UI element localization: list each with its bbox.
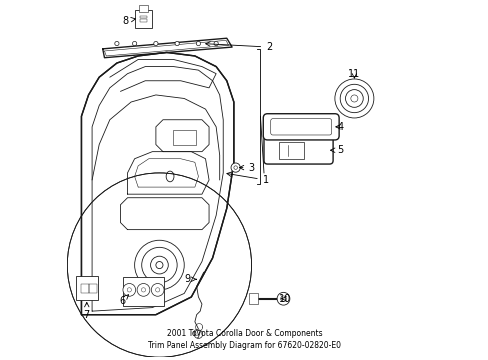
Text: 2001 Toyota Corolla Door & Components
Trim Panel Assembly Diagram for 67620-0282: 2001 Toyota Corolla Door & Components Tr… [148, 329, 340, 350]
FancyBboxPatch shape [249, 293, 258, 304]
FancyBboxPatch shape [138, 5, 148, 12]
Text: 6: 6 [119, 295, 128, 306]
Text: 4: 4 [335, 122, 343, 132]
Circle shape [277, 292, 289, 305]
Text: 7: 7 [83, 302, 90, 320]
Circle shape [153, 41, 158, 46]
FancyBboxPatch shape [264, 136, 332, 164]
Text: 5: 5 [330, 145, 343, 155]
Circle shape [175, 41, 179, 46]
FancyBboxPatch shape [135, 10, 151, 28]
FancyBboxPatch shape [76, 276, 98, 300]
Circle shape [132, 41, 137, 46]
FancyBboxPatch shape [263, 114, 339, 140]
Circle shape [122, 283, 135, 296]
Polygon shape [81, 53, 233, 315]
Circle shape [196, 41, 200, 46]
Text: 11: 11 [347, 69, 360, 79]
Circle shape [115, 41, 119, 46]
Text: 10: 10 [279, 294, 291, 304]
Text: 8: 8 [122, 15, 135, 26]
Text: 3: 3 [239, 163, 254, 172]
Text: 9: 9 [184, 274, 196, 284]
Text: 2: 2 [205, 42, 272, 52]
Circle shape [230, 163, 240, 172]
Circle shape [334, 79, 373, 118]
Text: 1: 1 [226, 172, 268, 185]
Circle shape [137, 283, 149, 296]
FancyBboxPatch shape [122, 278, 164, 306]
Circle shape [214, 41, 218, 46]
Circle shape [151, 283, 163, 296]
